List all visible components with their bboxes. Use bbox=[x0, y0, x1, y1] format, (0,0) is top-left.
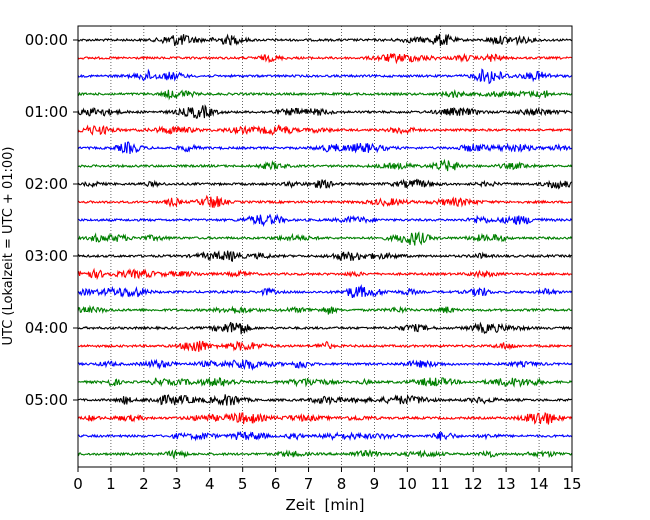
trace-0000 bbox=[77, 33, 573, 47]
x-tick-label: 1 bbox=[106, 475, 116, 493]
x-tick-label: 2 bbox=[139, 475, 149, 493]
x-tick-label: 12 bbox=[464, 475, 483, 493]
y-tick-label: 04:00 bbox=[25, 319, 68, 337]
x-tick-label: 10 bbox=[398, 475, 417, 493]
y-axis-ticks: 00:00 01:00 02:00 03:00 04:00 05:00 bbox=[25, 31, 78, 409]
x-tick-label: 7 bbox=[304, 475, 314, 493]
x-tick-label: 5 bbox=[238, 475, 248, 493]
trace-0345 bbox=[77, 304, 572, 315]
trace-0315 bbox=[77, 267, 572, 281]
trace-0530 bbox=[77, 431, 573, 442]
trace-0415 bbox=[77, 340, 572, 352]
trace-0245 bbox=[77, 231, 573, 246]
x-tick-label: 9 bbox=[370, 475, 380, 493]
x-axis-ticks: 0 1 2 3 4 5 6 7 8 9 10 11 12 13 14 15 bbox=[73, 467, 582, 493]
x-tick-label: 15 bbox=[562, 475, 581, 493]
x-tick-label: 13 bbox=[497, 475, 516, 493]
x-tick-label: 11 bbox=[431, 475, 450, 493]
trace-0515 bbox=[77, 411, 573, 425]
trace-0030 bbox=[77, 68, 572, 85]
trace-0545 bbox=[77, 448, 573, 461]
x-axis-label: Zeit [min] bbox=[285, 496, 364, 514]
x-tick-label: 0 bbox=[73, 475, 83, 493]
trace-0130 bbox=[77, 141, 572, 155]
trace-layer bbox=[77, 33, 573, 461]
y-tick-label: 05:00 bbox=[25, 391, 68, 409]
trace-0445 bbox=[77, 377, 573, 388]
x-tick-label: 14 bbox=[530, 475, 549, 493]
y-tick-label: 03:00 bbox=[25, 247, 68, 265]
trace-0330 bbox=[77, 283, 573, 298]
trace-0430 bbox=[77, 358, 573, 371]
y-axis-label: UTC (Lokalzeit = UTC + 01:00) bbox=[1, 147, 16, 346]
trace-0115 bbox=[77, 124, 572, 136]
trace-0100 bbox=[77, 104, 572, 119]
trace-0215 bbox=[77, 194, 572, 208]
y-tick-label: 01:00 bbox=[25, 103, 68, 121]
x-tick-label: 8 bbox=[337, 475, 347, 493]
trace-0500 bbox=[77, 393, 572, 406]
x-tick-label: 3 bbox=[172, 475, 182, 493]
trace-0400 bbox=[77, 321, 573, 335]
y-tick-label: 02:00 bbox=[25, 175, 68, 193]
x-tick-label: 6 bbox=[271, 475, 281, 493]
plot-frame bbox=[77, 25, 573, 468]
trace-0230 bbox=[77, 213, 573, 228]
trace-0045 bbox=[77, 89, 573, 101]
y-tick-label: 00:00 bbox=[25, 31, 68, 49]
trace-0145 bbox=[77, 158, 573, 172]
trace-0300 bbox=[77, 250, 572, 263]
trace-0200 bbox=[77, 178, 572, 190]
trace-0015 bbox=[77, 52, 572, 65]
x-tick-label: 4 bbox=[205, 475, 215, 493]
